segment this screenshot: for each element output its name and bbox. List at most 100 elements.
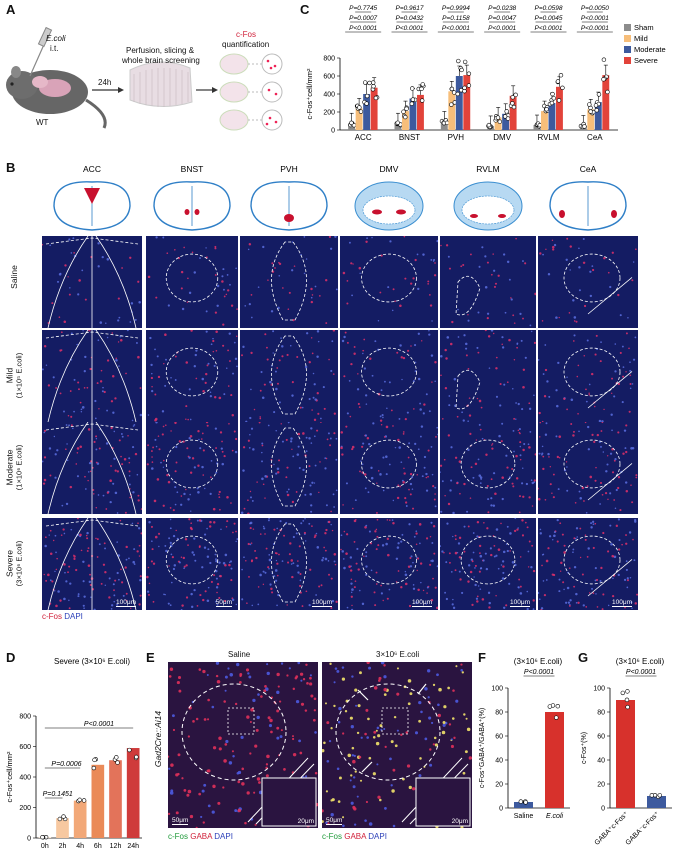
x-tick-label: ACC [355,133,372,142]
region-label: RVLM [476,164,499,174]
bar [109,760,122,838]
stain-gaba: GABA [342,832,366,841]
bar [616,700,635,808]
data-point [550,101,554,105]
row-label-line2: (1×10⁵ E.coli) [15,326,24,426]
y-axis-label: c-Fos⁺GABA⁺/GABA⁺(%) [478,708,486,788]
step1-label: Perfusion, slicing & [126,46,194,55]
scale-bar: 100μm [612,599,632,607]
ecoli-label: E.coli [46,34,66,43]
arrow-icon [362,762,372,772]
cfos-label: c-Fos [236,30,256,39]
data-point [449,103,453,107]
y-tick-label: 100 [491,686,503,693]
data-point [498,120,502,124]
data-point [93,758,97,762]
stain-dapi: DAPI [212,832,233,841]
data-point [606,90,610,94]
p-value: P=0.0047 [488,15,516,22]
brain-atlas-icon [154,182,230,230]
legend-swatch [624,35,631,42]
micrograph-acc [42,330,142,422]
data-point [467,72,471,76]
data-point [552,96,556,100]
data-point [597,93,601,97]
data-point [359,110,363,114]
micrograph-rvlm [440,330,536,422]
bar [402,111,409,130]
micrograph-dmv: 100μm [340,518,438,610]
brain-atlas-icon [355,182,423,230]
panel-title: (3×10⁶ E.coli) [514,657,563,666]
y-tick-label: 100 [593,686,605,693]
micrograph-rvlm [440,422,536,514]
data-point [452,91,456,95]
data-point [62,815,66,819]
data-point [545,107,549,111]
panel-e-side-label: Gad2Cre::Ai14 [153,699,163,779]
p-value: P=0.0238 [488,5,516,12]
p-value: P=0.0432 [395,15,423,22]
legend-label: Severe [634,56,658,65]
row-label-line1: Severe [5,514,15,614]
row-label: Mild (1×10⁵ E.coli) [5,326,24,426]
y-tick-label: 40 [495,758,503,765]
micrograph-pvh [240,422,338,514]
brain-atlas-icon [54,182,130,230]
x-tick-label: CeA [587,133,603,142]
p-value: P=0.0006 [51,761,81,768]
micrograph-bnst [146,236,238,328]
panel-c-chart: 0 200 400 600 800 c-Fos⁺cell/mm² ACC P=0.7745 P=… [300,0,678,160]
data-point [114,755,118,759]
stain-legend-e: c-Fos GABA DAPI [168,832,233,841]
y-tick-label: 400 [323,92,335,99]
brain-slices-icon [130,62,192,107]
micrograph-acc: 100μm [42,518,142,610]
brain-atlas-icon [550,182,626,230]
micrograph-pvh [240,330,338,422]
data-point [403,115,407,119]
data-point [658,793,662,797]
panel-e: Saline 3×10⁶ E.coli Gad2Cre::Ai14 50μm 20μm 5… [146,648,476,852]
y-axis-label: c-Fos⁺cell/mm² [5,751,14,803]
data-point [357,106,361,110]
x-tick-label: DMV [493,133,511,142]
data-point [410,87,414,91]
y-axis-label: c-Fos⁺(%) [580,732,588,764]
data-point [420,87,424,91]
micrograph-bnst [146,330,238,422]
y-tick-label: 80 [495,710,503,717]
stain-legend-e: c-Fos GABA DAPI [322,832,387,841]
p-value: P=0.1158 [442,15,470,22]
y-tick-label: 60 [597,734,605,741]
p-value: P<0.0001 [488,25,516,32]
stain-c-fos: c-Fos [322,832,342,841]
y-tick-label: 600 [323,74,335,81]
region-label: CeA [580,164,597,174]
scale-bar: 100μm [412,599,432,607]
data-point [602,77,606,81]
y-tick-label: 20 [597,782,605,789]
arrow-icon [358,690,368,700]
row-label-line2: (3×10⁶ E.coli) [15,514,24,614]
row-label-line1: Mild [5,326,15,426]
legend-swatch [624,24,631,31]
it-label: i.t. [50,44,58,53]
x-tick-label: RVLM [537,133,559,142]
p-value: P=0.0050 [581,5,609,12]
stain-legend: c-Fos DAPI [42,612,83,621]
stain-dapi: DAPI [366,832,387,841]
data-point [350,121,354,125]
scale-bar: 50μm [216,599,232,607]
data-point [551,92,555,96]
data-point [58,817,62,821]
bar [549,103,556,130]
micrograph-rvlm: 100μm [440,518,536,610]
stain-gaba: GABA [188,832,212,841]
y-tick-label: 200 [19,805,31,812]
bar [545,712,564,808]
panel-g-chart: (3×10⁶ E.coli)020406080100c-Fos⁺(%)GABA⁺… [576,648,678,852]
region-label: PVH [280,164,297,174]
micrograph-cea [538,236,638,328]
micrograph-dmv [340,236,438,328]
